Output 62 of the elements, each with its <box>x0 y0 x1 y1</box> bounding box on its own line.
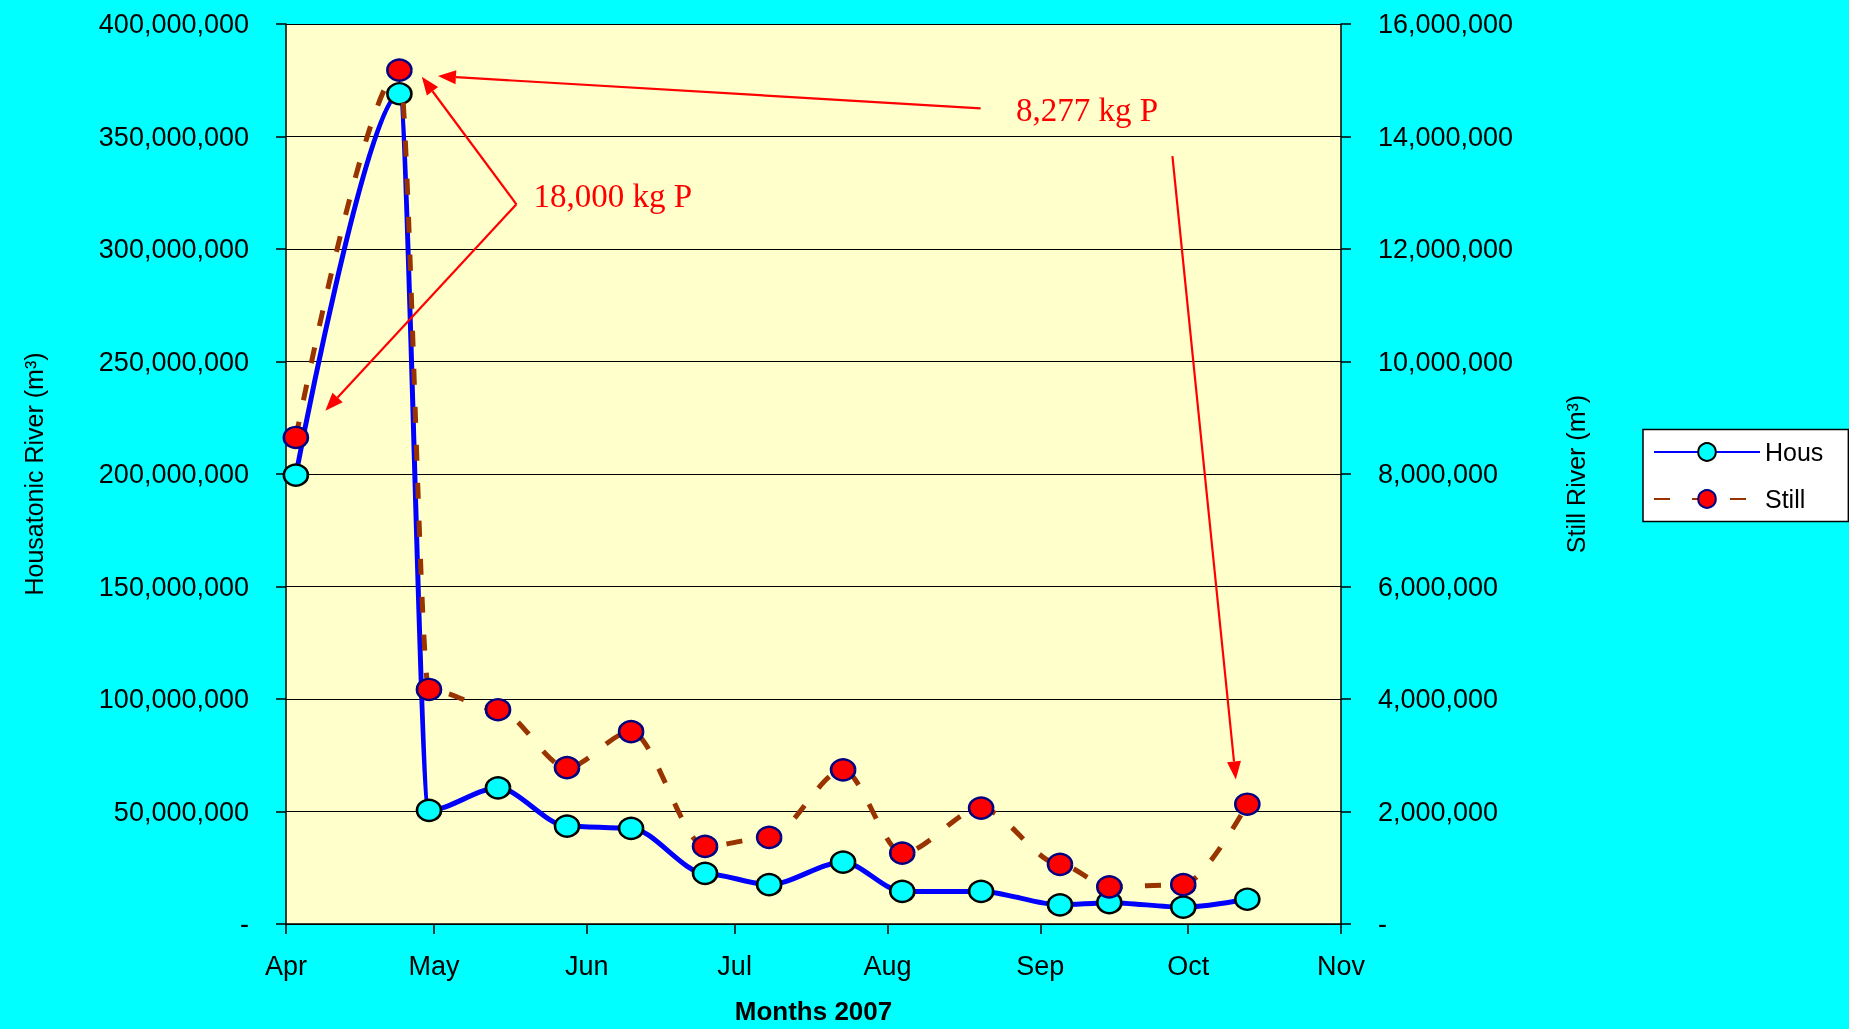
y2-tick-label: 10,000,000 <box>1378 346 1514 377</box>
y2-tick-label: 4,000,000 <box>1378 684 1499 714</box>
y2-tick-label: 12,000,000 <box>1378 234 1514 264</box>
annotation: 18,000 kg P <box>533 178 693 214</box>
x-tick-label: Sep <box>1016 950 1065 981</box>
point <box>415 677 443 702</box>
point <box>386 58 413 82</box>
point <box>755 872 783 897</box>
legend-label: Still <box>1765 485 1806 513</box>
x-tick-label: Oct <box>1167 950 1210 981</box>
y-tick-label: 150,000,000 <box>98 571 249 602</box>
point <box>1170 895 1197 919</box>
point <box>484 776 512 800</box>
point <box>1234 887 1261 911</box>
legend-label: Hous <box>1765 438 1824 466</box>
point <box>967 879 995 904</box>
y-tick-label: 350,000,000 <box>98 121 249 152</box>
x-tick-label: Jun <box>564 950 609 981</box>
y-tick-label: 50,000,000 <box>113 796 249 827</box>
y-tick-label: 300,000,000 <box>98 234 249 264</box>
y2-tick-label: 14,000,000 <box>1378 121 1514 152</box>
point <box>967 796 995 820</box>
point <box>1046 893 1074 917</box>
point <box>1096 875 1123 899</box>
point <box>282 425 310 450</box>
y2-tick-label: 2,000,000 <box>1378 796 1499 827</box>
point <box>415 798 443 823</box>
x-tick-label: Jul <box>717 950 752 981</box>
y-tick-label: - <box>240 909 249 939</box>
point <box>889 841 916 865</box>
y-tick-label: 200,000,000 <box>98 459 249 489</box>
y-tick-label: 400,000,000 <box>98 9 249 39</box>
x-tick-label: Apr <box>264 950 308 981</box>
y2-tick-label: 6,000,000 <box>1378 571 1499 602</box>
point <box>1234 792 1261 816</box>
y2-tick-label: 16,000,000 <box>1378 9 1514 39</box>
point <box>484 697 512 722</box>
point <box>553 814 581 838</box>
y2-tick-label: 8,000,000 <box>1378 459 1499 489</box>
point <box>617 816 645 841</box>
x-tick-label: Aug <box>863 950 912 981</box>
point <box>386 82 413 106</box>
x-axis-title: Months 2007 <box>734 996 893 1026</box>
point <box>617 719 645 744</box>
point <box>691 834 719 859</box>
point <box>829 758 857 782</box>
y2-axis-title: Still River (m³) <box>1561 394 1590 554</box>
point <box>282 463 310 487</box>
annotation: 8,277 kg P <box>1015 91 1159 128</box>
point <box>829 850 857 874</box>
point <box>1170 872 1197 897</box>
point <box>889 879 916 904</box>
x-tick-label: May <box>408 950 460 981</box>
x-tick-label: Nov <box>1316 950 1366 981</box>
point <box>553 755 581 780</box>
point <box>755 825 783 850</box>
y-tick-label: 250,000,000 <box>98 346 249 377</box>
y-axis-title: Housatonic River (m³) <box>19 352 48 596</box>
point <box>691 861 719 886</box>
y2-tick-label: - <box>1378 909 1387 939</box>
y-tick-label: 100,000,000 <box>98 684 249 714</box>
point <box>1046 852 1074 877</box>
